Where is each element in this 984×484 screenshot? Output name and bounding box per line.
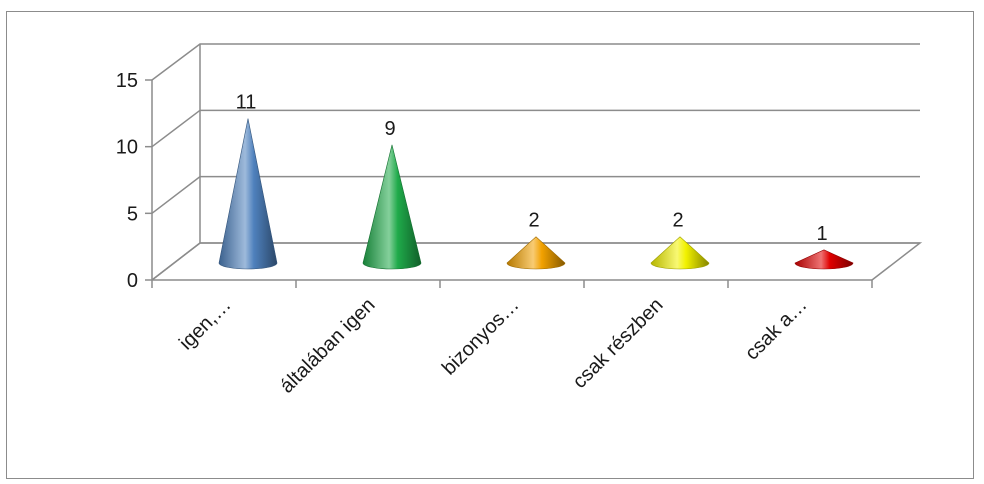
y-tick-label: 15 — [116, 70, 138, 92]
gridline-10 — [152, 110, 920, 146]
category-label: csak részben — [569, 294, 668, 393]
gridline-5 — [152, 177, 920, 214]
category-label: bizonyos… — [438, 294, 524, 380]
data-label: 9 — [384, 118, 395, 140]
category-label: általában igen — [276, 294, 380, 398]
y-tick-label: 0 — [127, 270, 138, 292]
category-label: csak a… — [741, 294, 812, 365]
cone-0 — [219, 119, 277, 269]
cone-4 — [795, 250, 853, 269]
data-label: 2 — [672, 210, 683, 232]
gridline-15 — [152, 44, 920, 80]
cone-1 — [363, 145, 421, 269]
y-tick-label: 5 — [127, 203, 138, 225]
cone-3 — [651, 237, 709, 269]
data-label: 11 — [236, 92, 257, 114]
cone-marks — [219, 119, 853, 269]
data-label: 2 — [528, 210, 539, 232]
data-label: 1 — [816, 223, 827, 245]
y-tick-label: 10 — [116, 137, 138, 159]
category-label: igen,… — [175, 294, 235, 354]
cone-2 — [507, 237, 565, 269]
labels: 0 5 10 15 11 igen,… 9 általában igen 2 bizonyos… 2… — [116, 70, 828, 398]
